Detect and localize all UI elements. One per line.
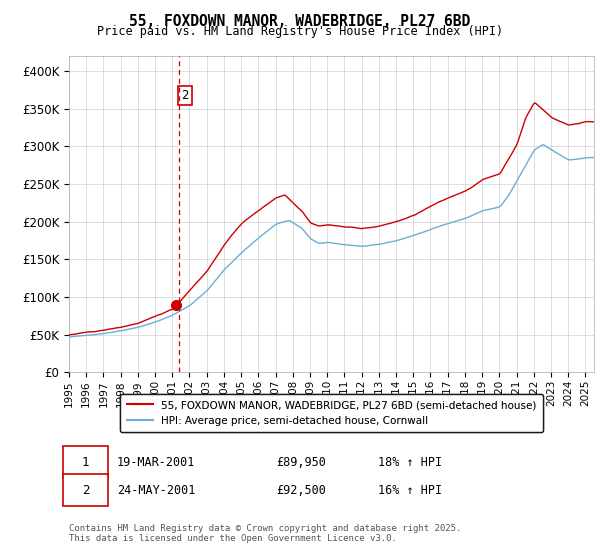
Text: 16% ↑ HPI: 16% ↑ HPI [378, 483, 442, 497]
Text: 2: 2 [181, 88, 189, 102]
Text: 19-MAR-2001: 19-MAR-2001 [117, 455, 196, 469]
Text: Contains HM Land Registry data © Crown copyright and database right 2025.
This d: Contains HM Land Registry data © Crown c… [69, 524, 461, 543]
Text: 18% ↑ HPI: 18% ↑ HPI [378, 455, 442, 469]
Text: Price paid vs. HM Land Registry's House Price Index (HPI): Price paid vs. HM Land Registry's House … [97, 25, 503, 38]
Legend: 55, FOXDOWN MANOR, WADEBRIDGE, PL27 6BD (semi-detached house), HPI: Average pric: 55, FOXDOWN MANOR, WADEBRIDGE, PL27 6BD … [121, 394, 542, 432]
Text: £92,500: £92,500 [276, 483, 326, 497]
Text: 55, FOXDOWN MANOR, WADEBRIDGE, PL27 6BD: 55, FOXDOWN MANOR, WADEBRIDGE, PL27 6BD [130, 14, 470, 29]
Text: 2: 2 [82, 483, 89, 497]
Text: 24-MAY-2001: 24-MAY-2001 [117, 483, 196, 497]
Text: £89,950: £89,950 [276, 455, 326, 469]
Text: 1: 1 [82, 455, 89, 469]
